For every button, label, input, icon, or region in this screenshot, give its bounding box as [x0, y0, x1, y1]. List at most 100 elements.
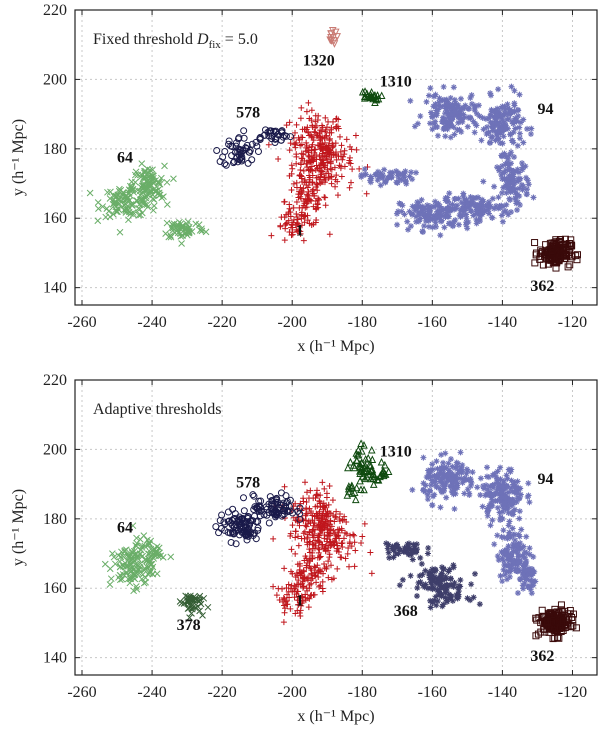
point-group-368: [419, 571, 426, 578]
point-group-368: [443, 587, 450, 594]
point-group-1: [281, 198, 288, 205]
point-group-368: [457, 577, 464, 584]
point-group-1: [313, 180, 320, 187]
point-group-64: [113, 192, 120, 200]
point-group-94: [501, 551, 508, 558]
point-group-94: [506, 195, 513, 202]
x-tick-label: -140: [488, 684, 517, 701]
point-group-368: [443, 575, 450, 582]
point-group-1: [305, 604, 312, 611]
point-group-1: [308, 221, 315, 228]
point-group-378: [178, 599, 185, 607]
point-group-362: [558, 624, 566, 632]
point-group-94: [524, 583, 531, 590]
point-group-94: [419, 228, 426, 235]
point-group-368: [440, 601, 447, 608]
point-group-94: [505, 509, 512, 516]
point-group-1: [286, 119, 293, 126]
point-group-64: [126, 579, 134, 587]
point-group-64: [122, 562, 130, 570]
point-group-1: [297, 572, 304, 579]
point-group-64: [131, 171, 139, 179]
point-group-368: [471, 570, 478, 577]
x-tick-label: -120: [558, 684, 587, 701]
point-group-94: [514, 206, 521, 213]
point-group-578: [227, 538, 235, 546]
point-group-368: [455, 588, 462, 595]
point-group-1: [310, 203, 317, 210]
point-group-1: [316, 497, 323, 504]
point-group-578: [235, 151, 243, 159]
point-group-1: [363, 190, 370, 197]
point-group-94: [432, 198, 439, 205]
point-group-94: [367, 179, 374, 186]
point-group-94: [505, 162, 512, 169]
point-group-1: [293, 160, 300, 167]
point-group-362: [573, 256, 581, 264]
point-group-1: [314, 165, 321, 172]
point-group-94: [441, 224, 448, 231]
point-group-94: [496, 126, 503, 133]
point-group-1: [300, 237, 307, 244]
point-group-64: [125, 216, 132, 224]
point-group-94: [483, 131, 490, 138]
point-group-64: [128, 567, 136, 575]
point-group-1: [344, 550, 351, 557]
point-group-1: [291, 594, 298, 601]
point-group-94: [455, 102, 462, 109]
point-group-1: [309, 141, 316, 148]
point-group-64: [105, 207, 113, 215]
point-group-94: [443, 96, 450, 103]
point-group-1: [304, 160, 311, 167]
point-group-94: [482, 115, 489, 122]
point-group-1: [281, 237, 288, 244]
point-group-368: [428, 580, 435, 587]
point-group-578: [244, 159, 252, 167]
point-group-94: [443, 465, 450, 472]
point-group-94: [522, 163, 529, 170]
group-1: [265, 99, 371, 244]
point-group-1: [297, 115, 304, 122]
point-group-368: [433, 602, 440, 609]
point-group-1: [322, 127, 329, 134]
point-group-94: [511, 100, 518, 107]
point-group-94: [455, 119, 462, 126]
point-group-94: [485, 210, 492, 217]
point-group-1310: [345, 487, 353, 496]
point-group-94: [512, 489, 519, 496]
point-group-94: [420, 480, 427, 487]
point-group-1: [292, 528, 299, 535]
point-group-1: [327, 543, 334, 550]
point-group-94: [433, 213, 440, 220]
point-group-64: [116, 228, 124, 236]
point-group-368: [389, 543, 396, 550]
point-group-1: [299, 178, 306, 185]
point-group-94: [436, 478, 443, 485]
point-group-94: [524, 177, 531, 184]
point-group-94: [510, 169, 517, 176]
point-group-1: [311, 563, 318, 570]
point-group-368: [427, 572, 434, 579]
point-group-94: [372, 171, 379, 178]
point-group-64: [134, 555, 142, 562]
point-group-94: [489, 517, 496, 524]
point-group-94: [379, 175, 386, 182]
point-group-94: [481, 207, 488, 214]
point-group-1: [290, 503, 297, 510]
point-group-368: [437, 578, 444, 585]
point-group-94: [447, 110, 454, 117]
point-group-578: [266, 493, 274, 501]
point-group-368: [425, 585, 431, 592]
point-group-578: [229, 505, 237, 513]
point-group-64: [146, 540, 153, 548]
point-group-94: [413, 169, 420, 176]
point-group-64: [156, 180, 164, 188]
point-group-1: [341, 151, 348, 158]
point-group-1: [341, 163, 348, 170]
point-group-368: [417, 579, 424, 586]
point-group-94: [445, 205, 452, 212]
point-group-578: [253, 142, 261, 150]
point-group-368: [467, 597, 474, 604]
point-group-1: [328, 180, 335, 187]
point-group-94: [432, 118, 439, 125]
